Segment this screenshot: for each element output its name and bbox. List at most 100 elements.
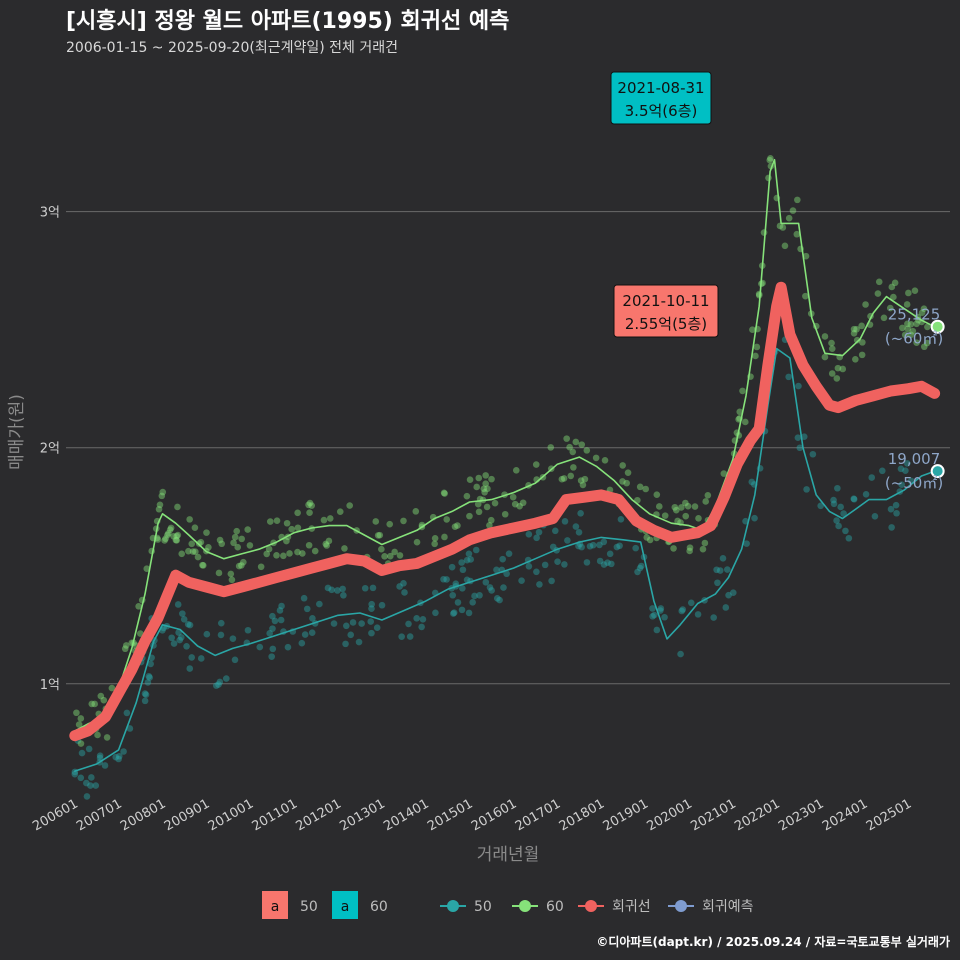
scatter-point-s60 (238, 535, 245, 543)
legend-label: 50 (474, 899, 492, 915)
scatter-point-s60 (244, 526, 252, 533)
x-tick-label: 200701 (74, 796, 124, 834)
scatter-point-s60 (431, 534, 439, 542)
scatter-point-s50 (716, 567, 724, 574)
scatter-point-s60 (273, 517, 281, 525)
scatter-point-s60 (156, 501, 164, 509)
annotation-box (613, 284, 719, 338)
scatter-point-s60 (231, 533, 239, 541)
scatter-point-s50 (651, 611, 658, 619)
scatter-point-s60 (828, 339, 835, 347)
scatter-point-s50 (465, 550, 473, 558)
series-line-s50 (74, 347, 936, 772)
x-tick-label: 201301 (337, 796, 387, 834)
scatter-point-s60 (572, 438, 580, 446)
scatter-point-s60 (451, 523, 459, 530)
scatter-point-s60 (890, 293, 897, 301)
scatter-point-s60 (619, 478, 626, 485)
scatter-point-s60 (155, 505, 163, 513)
scatter-point-s50 (845, 534, 853, 542)
scatter-point-s60 (701, 539, 709, 547)
scatter-point-s50 (222, 675, 230, 682)
scatter-point-s50 (525, 530, 533, 538)
scatter-point-s60 (749, 326, 756, 334)
scatter-point-s50 (842, 527, 849, 535)
scatter-point-s60 (488, 475, 495, 483)
scatter-point-s60 (899, 324, 906, 332)
scatter-point-s60 (273, 552, 280, 559)
scatter-point-s60 (901, 331, 909, 339)
scatter-point-s50 (535, 528, 543, 536)
x-tick-label: 202201 (732, 796, 782, 834)
scatter-point-s60 (592, 454, 600, 462)
scatter-point-s50 (751, 514, 758, 522)
scatter-point-s60 (578, 441, 586, 448)
scatter-point-s60 (466, 512, 473, 520)
scatter-point-s50 (368, 605, 375, 612)
scatter-point-s60 (376, 531, 384, 539)
scatter-point-s60 (563, 435, 570, 442)
scatter-point-s50 (183, 643, 190, 650)
scatter-point-s60 (441, 533, 448, 541)
scatter-point-s60 (308, 502, 315, 509)
annotation-date: 2021-08-31 (617, 79, 704, 97)
scatter-point-s60 (684, 502, 692, 510)
scatter-point-s50 (147, 660, 154, 668)
scatter-point-s60 (859, 339, 866, 346)
scatter-point-s60 (322, 540, 330, 548)
scatter-point-s60 (233, 527, 241, 535)
legend-dot-회귀선 (585, 900, 597, 912)
legend-swatch-50 (262, 891, 288, 919)
scatter-point-s50 (188, 654, 196, 661)
scatter-point-s50 (459, 566, 467, 574)
annotation-0: 2021-08-31 3.5억(6층) (610, 71, 712, 125)
scatter-point-s50 (342, 640, 349, 648)
scatter-point-s50 (269, 645, 277, 653)
scatter-point-s60 (475, 508, 483, 516)
scatter-point-s50 (418, 623, 425, 631)
scatter-point-s50 (458, 559, 465, 566)
scatter-point-s60 (195, 540, 203, 547)
x-tick-labels: 2006012007012008012009012010012011012012… (30, 796, 914, 834)
scatter-point-s50 (373, 624, 381, 632)
scatter-point-s50 (301, 631, 309, 638)
scatter-point-s60 (257, 563, 265, 571)
scatter-point-s50 (145, 672, 153, 680)
scatter-point-s50 (499, 555, 506, 563)
scatter-point-s50 (179, 610, 186, 617)
scatter-point-s50 (796, 444, 804, 452)
scatter-point-s50 (465, 609, 473, 617)
x-axis-title: 거래년월 (477, 845, 540, 865)
scatter-point-s60 (122, 642, 130, 649)
scatter-point-s50 (835, 522, 842, 530)
legend-dot-60 (519, 900, 531, 912)
scatter-point-s50 (518, 577, 525, 584)
scatter-point-s50 (96, 754, 104, 762)
scatter-point-s50 (817, 502, 824, 510)
scatter-point-s60 (266, 518, 274, 525)
scatter-point-s50 (600, 538, 608, 546)
y-tick-label: 1억 (40, 678, 60, 693)
scatter-point-s60 (482, 480, 489, 487)
scatter-point-s60 (386, 520, 394, 528)
scatter-point-s60 (793, 230, 801, 238)
scatter-point-s50 (548, 577, 555, 585)
chart-title: [시흥시] 정왕 월드 아파트(1995) 회귀선 예측 (66, 9, 509, 34)
scatter-point-s60 (320, 516, 328, 524)
x-tick-label: 201901 (601, 796, 651, 834)
scatter-point-s50 (608, 560, 615, 568)
scatter-point-s60 (547, 444, 555, 451)
scatter-point-s60 (888, 283, 896, 291)
scatter-point-s50 (168, 634, 175, 642)
scatter-point-s60 (188, 540, 196, 548)
scatter-point-s60 (516, 502, 523, 510)
scatter-point-s50 (419, 616, 427, 623)
scatter-point-s50 (800, 433, 808, 440)
scatter-point-s50 (83, 793, 91, 800)
scatter-point-s60 (306, 509, 313, 516)
scatter-point-s50 (493, 595, 501, 602)
scatter-point-s50 (577, 510, 584, 517)
scatter-point-s60 (833, 375, 841, 382)
scatter-point-s60 (643, 534, 651, 541)
